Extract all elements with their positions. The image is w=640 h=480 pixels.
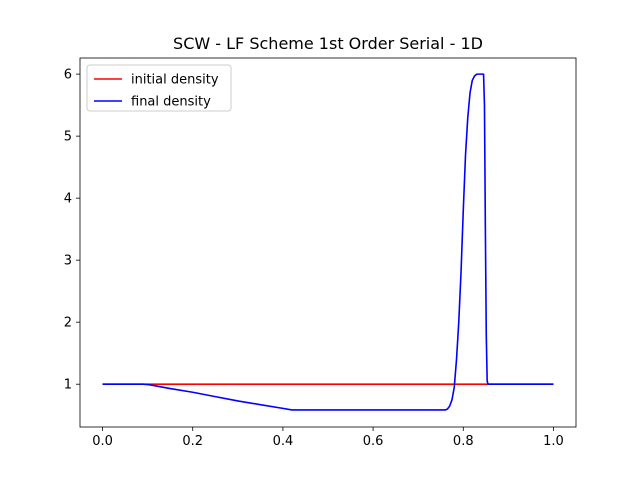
series-layer	[102, 73, 554, 411]
x-tick-label: 0.8	[453, 434, 474, 449]
y-tick-label: 2	[64, 316, 72, 331]
legend: initial density final density	[86, 64, 232, 112]
chart-title: SCW - LF Scheme 1st Order Serial - 1D	[173, 34, 483, 53]
series-line-1	[102, 73, 554, 411]
y-axis: 1 2 3 4 5 6	[64, 68, 80, 393]
x-axis: 0.0 0.2 0.4 0.6 0.8 1.0	[92, 427, 564, 449]
legend-label: initial density	[131, 73, 219, 88]
x-tick-label: 1.0	[543, 434, 564, 449]
legend-box	[86, 64, 232, 112]
y-tick-label: 5	[64, 130, 72, 145]
y-tick-label: 6	[64, 68, 72, 83]
plot-frame	[79, 57, 577, 428]
legend-label: final density	[131, 95, 211, 110]
y-tick-label: 3	[64, 254, 72, 269]
y-tick-label: 1	[64, 378, 72, 393]
x-tick-label: 0.2	[182, 434, 203, 449]
x-tick-label: 0.6	[363, 434, 384, 449]
x-tick-label: 0.0	[92, 434, 113, 449]
x-tick-label: 0.4	[273, 434, 294, 449]
y-tick-label: 4	[64, 192, 72, 207]
